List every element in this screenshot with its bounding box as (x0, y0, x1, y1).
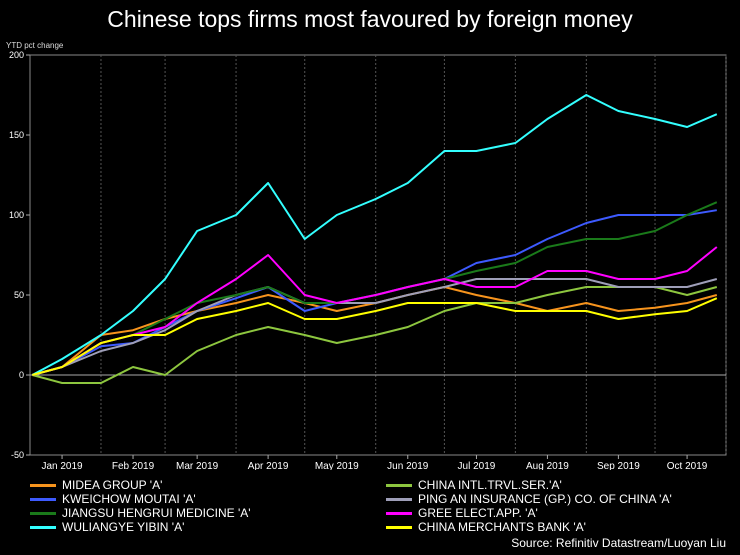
legend-item: PING AN INSURANCE (GP.) CO. OF CHINA 'A' (386, 492, 672, 506)
series-line (32, 278, 718, 376)
legend-item: CHINA INTL.TRVL.SER.'A' (386, 478, 562, 492)
legend-swatch (30, 497, 56, 501)
legend-swatch (386, 483, 412, 487)
x-tick-label: Jun 2019 (387, 461, 429, 470)
legend-label: PING AN INSURANCE (GP.) CO. OF CHINA 'A' (418, 492, 672, 506)
legend-label: MIDEA GROUP 'A' (62, 478, 163, 492)
legend-swatch (386, 511, 412, 515)
chart-title: Chinese tops firms most favoured by fore… (107, 6, 633, 32)
legend-label: CHINA INTL.TRVL.SER.'A' (418, 478, 562, 492)
legend-label: CHINA MERCHANTS BANK 'A' (418, 520, 586, 534)
y-tick-label: 150 (9, 130, 24, 140)
chart-grid (29, 54, 727, 456)
y-tick-label: 200 (9, 50, 24, 60)
x-tick-label: Mar 2019 (176, 461, 219, 470)
source-note: Source: Refinitiv Datastream/Luoyan Liu (511, 536, 726, 550)
x-tick-label: Apr 2019 (248, 461, 289, 470)
line-chart: -50 0 50 100 150 200 Jan 2019 Feb 2019 Mar 2019… (9, 50, 727, 470)
series-line (32, 246, 718, 376)
x-tick-label: Jul 2019 (458, 461, 496, 470)
legend-swatch (30, 525, 56, 529)
legend-swatch (386, 525, 412, 529)
legend-item: JIANGSU HENGRUI MEDICINE 'A' (30, 506, 251, 520)
legend-item: KWEICHOW MOUTAI 'A' (30, 492, 196, 506)
legend-swatch (386, 497, 412, 501)
chart-series (31, 94, 718, 384)
x-tick-label: Jan 2019 (41, 461, 83, 470)
x-tick-label: Aug 2019 (526, 461, 569, 470)
y-tick-label: 50 (14, 290, 24, 300)
x-tick-label: Sep 2019 (597, 461, 640, 470)
legend-label: WULIANGYE YIBIN 'A' (62, 520, 185, 534)
legend-label: JIANGSU HENGRUI MEDICINE 'A' (62, 506, 251, 520)
y-axis-label: YTD pct change (6, 41, 64, 50)
legend-swatch (30, 483, 56, 487)
x-tick-label: Oct 2019 (667, 461, 708, 470)
y-tick-label: 0 (19, 370, 24, 380)
y-axis: -50 0 50 100 150 200 (9, 50, 30, 460)
legend-label: KWEICHOW MOUTAI 'A' (62, 492, 196, 506)
series-line (31, 94, 718, 376)
y-tick-label: -50 (11, 450, 24, 460)
x-tick-label: Feb 2019 (112, 461, 155, 470)
y-tick-label: 100 (9, 210, 24, 220)
plot-area (29, 54, 727, 456)
x-axis: Jan 2019 Feb 2019 Mar 2019 Apr 2019 May 2019… (41, 455, 708, 470)
series-line (32, 286, 718, 384)
x-tick-label: May 2019 (315, 461, 359, 470)
legend-label: GREE ELECT.APP. 'A' (418, 506, 538, 520)
legend-item: WULIANGYE YIBIN 'A' (30, 520, 184, 534)
series-line (32, 297, 718, 376)
legend-item: CHINA MERCHANTS BANK 'A' (386, 520, 586, 534)
legend-swatch (30, 511, 56, 515)
legend-item: MIDEA GROUP 'A' (30, 478, 162, 492)
legend-item: GREE ELECT.APP. 'A' (386, 506, 538, 520)
